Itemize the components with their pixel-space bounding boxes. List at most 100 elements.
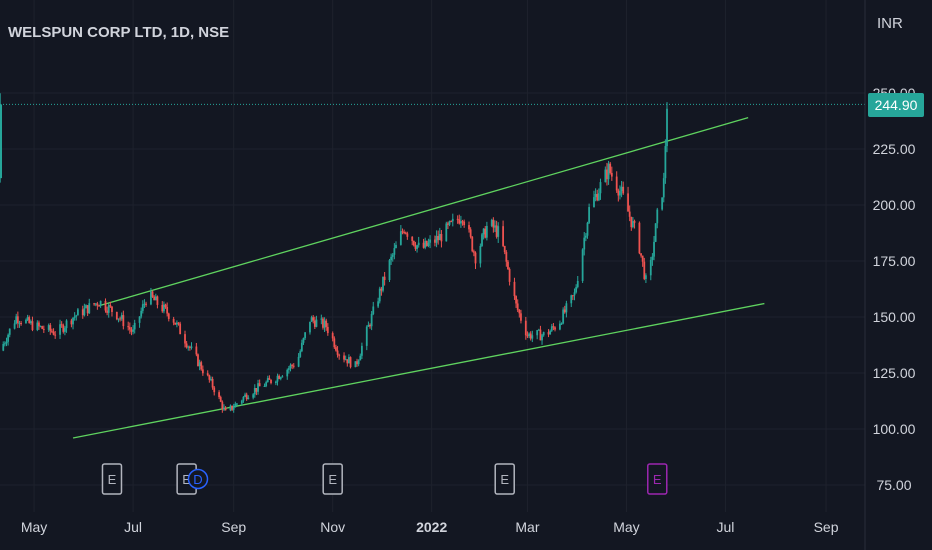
candle-body [541,335,543,341]
channel-lower-line[interactable] [72,302,765,439]
candle-body [132,329,134,332]
candle-body [39,326,42,328]
candle-body [438,234,441,241]
candle-body [653,241,655,257]
candle-body [619,191,621,196]
earnings-marker-box [101,463,123,495]
candle-body [412,240,415,246]
y-tick-label: 100.00 [873,421,916,437]
candle-body [198,362,201,367]
candle-body [380,288,383,291]
channel-upper-line[interactable] [98,117,749,307]
candle-body [458,219,461,224]
candle-body [236,403,238,405]
candle-body [406,233,409,237]
candle-body [138,316,141,323]
candle-body [167,313,170,319]
candle-body [253,388,256,395]
candle-body [649,259,652,276]
candle-body [312,317,315,321]
candle-body [221,401,224,410]
candle-body [505,252,508,262]
candle-body [219,397,222,402]
candle-body [576,280,579,288]
candle-body [472,251,475,253]
earnings-marker[interactable]: E [494,463,515,495]
y-tick-label: 225.00 [873,141,916,157]
candle-body [244,394,246,397]
candle-body [145,303,147,305]
candle-body [515,296,517,304]
candle-body [490,219,493,226]
candle-body [560,323,563,325]
candle-body [242,396,245,401]
candle-body [26,317,29,320]
earnings-marker[interactable]: E [322,463,343,495]
candle-body [229,405,232,411]
event-marker-label: E [328,472,337,487]
candle-body [597,193,600,201]
candle-body [8,328,11,335]
candle-body [258,383,261,387]
candle-body [49,325,52,331]
candle-body [257,383,259,392]
candle-body [5,341,8,344]
candle-body [563,309,566,313]
candle-body [378,288,381,302]
candle-body [620,186,623,192]
candle-body [596,193,599,201]
candle-body [610,172,613,177]
x-tick-label: May [613,519,639,535]
y-tick-label: 175.00 [873,253,916,269]
candle-body [481,234,483,246]
earnings-marker[interactable]: E [101,463,123,495]
candle-body [628,211,631,217]
candle-body [223,407,225,410]
candle-body [474,252,477,264]
candle-body [13,323,16,329]
candle-body [255,388,258,392]
candle-body [62,325,65,332]
candle-body [3,343,6,345]
candle-body [64,328,66,332]
candle-body [115,311,118,320]
candle-body [425,240,428,246]
time-axis[interactable]: May Jul Sep Nov 2022 Mar May Jul Sep [21,519,839,535]
candle-body [463,221,466,226]
candle-body [640,253,642,256]
candle-body [494,225,496,228]
candle-body [83,308,86,316]
earnings-marker[interactable]: E [647,463,668,495]
grid-lines [0,0,865,512]
candle-body [338,354,341,356]
candle-body [224,407,227,411]
candle-body [190,346,193,348]
candle-body [232,407,235,410]
candle-body [482,228,485,235]
candle-body [377,301,380,307]
candle-body [609,163,612,173]
candle-body [370,313,373,327]
candle-body [427,242,430,246]
candle-body [41,326,44,329]
candle-body [513,281,516,297]
candle-body [133,322,136,330]
candle-body [331,333,334,339]
candle-body [558,323,561,330]
candle-body [309,321,311,333]
candle-body [106,310,109,313]
candle-body [460,221,462,224]
candle-body [586,222,589,236]
candle-body [508,269,511,282]
candle-body [661,197,664,210]
candle-body [200,362,203,370]
x-tick-label: May [21,519,47,535]
dividend-marker[interactable]: D [187,468,209,490]
event-marker-label: E [182,472,191,487]
candle-body [85,305,87,309]
candle-body [571,295,574,297]
candle-body [575,287,578,293]
candle-body [38,322,40,327]
